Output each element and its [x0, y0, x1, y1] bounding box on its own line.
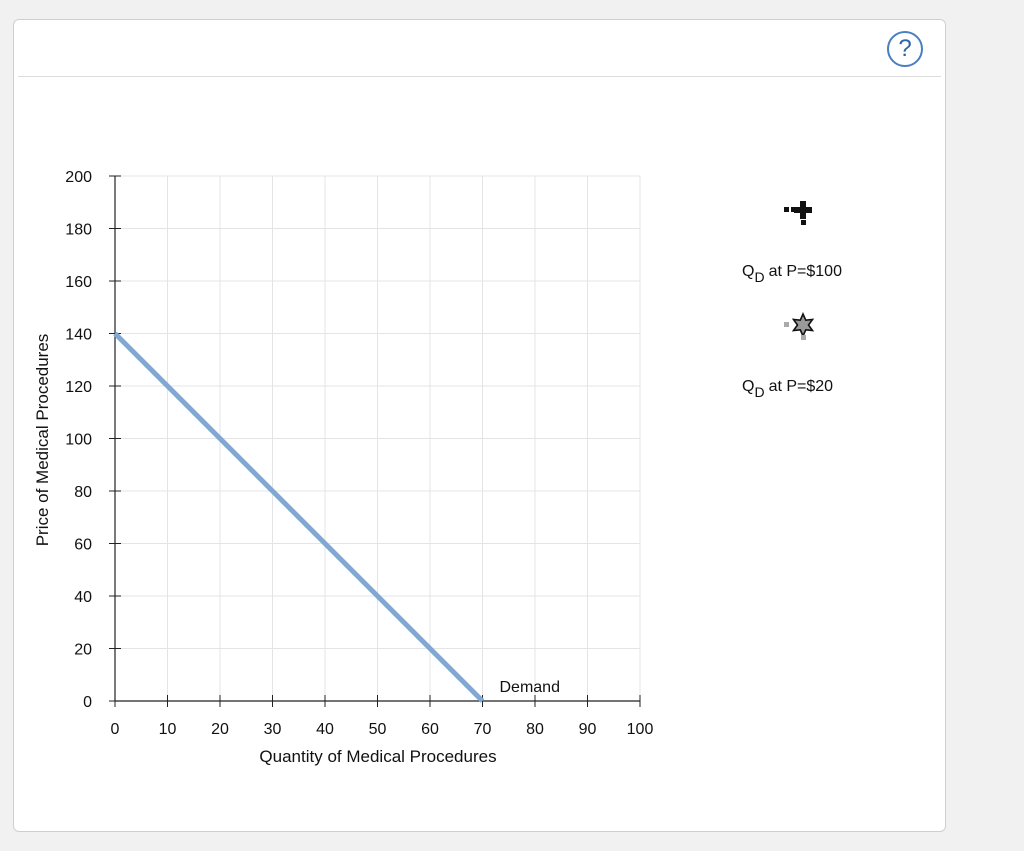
- plus-icon: [794, 201, 812, 219]
- tool-label: QD at P=$100: [742, 263, 842, 285]
- panel-divider: [18, 76, 941, 77]
- x-tick-label: 100: [627, 721, 654, 738]
- tool-qd-20[interactable]: QD at P=$20: [742, 312, 833, 400]
- tool-label: QD at P=$20: [742, 378, 833, 400]
- x-tick-label: 10: [159, 721, 177, 738]
- tool-label-rest: at P=$20: [769, 378, 834, 395]
- tool-label-main: Q: [742, 263, 754, 280]
- series-layer: Demand: [113, 331, 560, 703]
- tool-label-sub: D: [754, 269, 764, 285]
- plus-icon-dot: [791, 207, 796, 212]
- demand-label: Demand: [500, 679, 560, 696]
- y-tick-label: 200: [65, 169, 92, 186]
- demand-curve[interactable]: [113, 331, 485, 703]
- y-tick-label: 20: [74, 642, 92, 659]
- grid-lines: [115, 175, 641, 701]
- tool-qd-100[interactable]: QD at P=$100: [742, 201, 842, 285]
- y-tick-label: 180: [65, 222, 92, 239]
- x-tick-label: 80: [526, 721, 544, 738]
- plus-icon-dot: [801, 220, 806, 225]
- star-icon: [791, 312, 815, 338]
- x-tick-label: 50: [369, 721, 387, 738]
- axes: 0 10 20 30 40 50 60 70 80 90 100 0 20 40 60 80 100 120 140…: [65, 169, 653, 738]
- x-axis-title: Quantity of Medical Procedures: [259, 747, 496, 766]
- x-tick-label: 70: [474, 721, 492, 738]
- x-tick-label: 40: [316, 721, 334, 738]
- y-tick-label: 40: [74, 589, 92, 606]
- plus-icon-dot: [784, 207, 789, 212]
- x-tick-label: 20: [211, 721, 229, 738]
- y-tick-label: 0: [83, 694, 92, 711]
- star-icon-dot: [784, 322, 789, 327]
- star-icon-dot: [801, 335, 806, 340]
- y-tick-label: 140: [65, 327, 92, 344]
- y-tick-label: 100: [65, 432, 92, 449]
- y-axis-title: Price of Medical Procedures: [33, 334, 52, 547]
- tool-label-rest: at P=$100: [769, 263, 843, 280]
- tool-label-main: Q: [742, 378, 754, 395]
- y-tick-label: 160: [65, 274, 92, 291]
- y-tick-label: 80: [74, 484, 92, 501]
- y-tick-label: 60: [74, 537, 92, 554]
- help-button[interactable]: ?: [887, 31, 923, 67]
- tool-label-sub: D: [754, 384, 764, 400]
- y-tick-label: 120: [65, 379, 92, 396]
- x-tick-label: 60: [421, 721, 439, 738]
- x-tick-label: 30: [264, 721, 282, 738]
- x-tick-label: 0: [111, 721, 120, 738]
- x-tick-label: 90: [579, 721, 597, 738]
